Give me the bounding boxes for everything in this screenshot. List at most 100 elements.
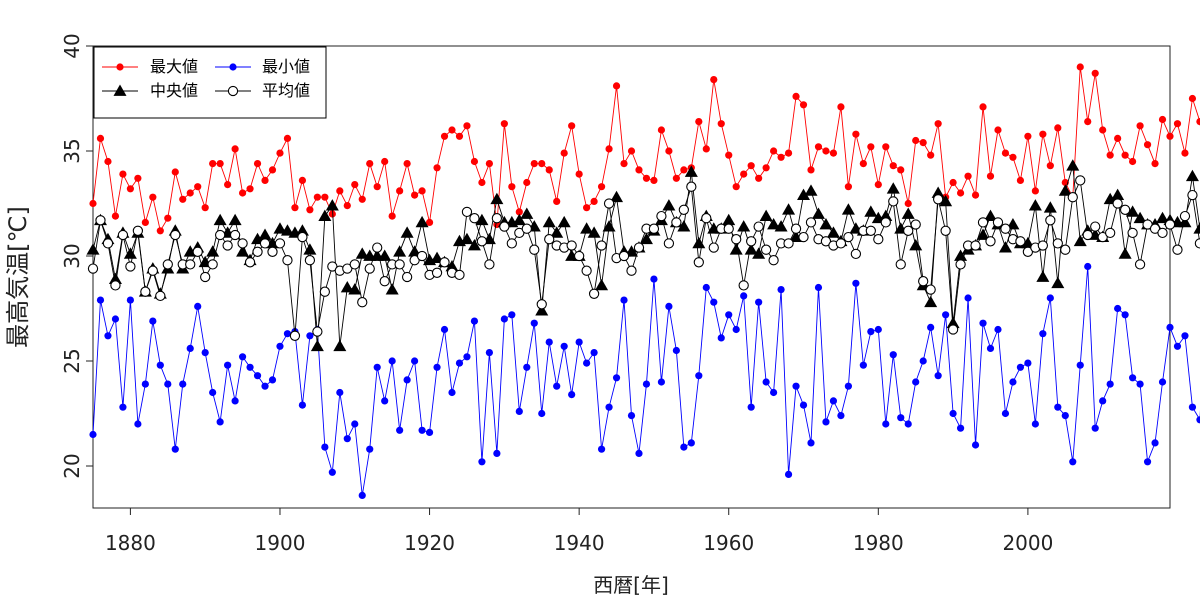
series-3-point: [267, 246, 278, 257]
series-3-point: [768, 255, 779, 266]
series-0-point: [657, 126, 666, 134]
series-0-point: [874, 181, 882, 189]
series-0-point: [620, 160, 628, 168]
series-1-point: [672, 346, 680, 355]
series-0-point: [665, 147, 673, 155]
series-2-point: [737, 220, 751, 232]
series-1-point: [261, 382, 269, 390]
series-1-point: [1173, 342, 1182, 350]
series-0-point: [179, 195, 187, 203]
series-0-point: [291, 204, 299, 212]
series-3-point: [416, 250, 428, 262]
series-2-point: [1178, 215, 1192, 228]
series-2-point: [1051, 276, 1065, 289]
series-1-point: [455, 359, 464, 367]
series-2-point: [1156, 211, 1170, 224]
series-2-point: [864, 205, 878, 217]
series-0-point: [979, 103, 987, 111]
series-3-point: [686, 181, 697, 192]
series-0-point: [650, 176, 658, 184]
series-1-point: [553, 382, 561, 390]
series-1-point: [440, 325, 449, 334]
series-1-point: [545, 338, 553, 346]
series-0-point: [96, 134, 105, 142]
y-tick-label: 40: [60, 33, 84, 58]
series-2-point: [759, 209, 773, 221]
series-1-point: [986, 344, 995, 352]
series-0-point: [156, 227, 164, 235]
series-1-point: [351, 420, 359, 428]
series-0-point: [837, 103, 845, 111]
series-0-point: [478, 178, 486, 187]
series-1-point: [642, 380, 651, 388]
series-1-point: [201, 349, 209, 357]
series-1-point: [568, 391, 576, 399]
series-1-point: [209, 388, 217, 397]
series-0-point: [859, 160, 867, 168]
series-0-point: [440, 132, 449, 140]
series-1-point: [298, 401, 307, 409]
series-3-point: [125, 261, 136, 272]
series-0-point: [829, 149, 838, 157]
series-3-point: [364, 263, 375, 274]
series-1-point: [844, 382, 852, 390]
series-0-point: [755, 174, 763, 182]
series-1-point: [807, 439, 815, 447]
series-1-point: [874, 325, 882, 334]
legend-label: 平均値: [262, 81, 310, 100]
series-1-point: [956, 424, 965, 432]
series-3-point: [297, 231, 308, 243]
series-0-point: [89, 199, 97, 208]
x-axis: 1880 1900 1920 1940 1960 1980 2000: [105, 508, 1053, 555]
series-1-point: [1099, 397, 1107, 405]
series-1-point: [605, 403, 613, 411]
series-3-point: [469, 213, 480, 224]
series-1-point: [859, 361, 867, 369]
series-1-point: [889, 351, 897, 359]
legend-label: 中央値: [150, 81, 198, 100]
series-0-point: [298, 176, 307, 184]
series-0-point: [306, 206, 314, 214]
series-2-point: [692, 236, 706, 249]
series-3-point: [977, 217, 989, 228]
y-tick-label: 30: [60, 243, 84, 268]
series-2-point: [333, 339, 347, 352]
series-2-point: [1073, 234, 1087, 247]
series-3-point: [940, 225, 951, 236]
series-3-point: [566, 240, 577, 251]
series-3-point: [140, 286, 151, 297]
series-1-point: [1016, 363, 1025, 371]
series-2-point: [550, 226, 564, 238]
series-0-point: [321, 193, 329, 201]
series-3-point: [87, 263, 99, 274]
series-0-point: [1166, 132, 1174, 140]
legend-marker: [116, 63, 124, 71]
series-0-point: [351, 181, 359, 189]
series-0-point: [956, 189, 965, 197]
series-3-point: [102, 238, 114, 249]
series-0-point: [553, 197, 561, 205]
series-1-point: [792, 382, 800, 390]
series-3-point: [708, 242, 719, 253]
series-3-point: [903, 225, 914, 236]
series-0-point: [1106, 151, 1114, 159]
series-2-point: [303, 243, 317, 255]
series-1-point: [156, 361, 164, 369]
series-3-point: [214, 229, 226, 241]
series-1-point: [1136, 380, 1144, 388]
series-0-point: [1076, 63, 1084, 71]
series-2-point: [1028, 199, 1042, 211]
series-3-point: [947, 324, 959, 335]
series-0-point: [216, 160, 224, 168]
series-0-point: [814, 143, 823, 151]
series-2-point: [393, 245, 407, 257]
series-1-point: [179, 380, 187, 388]
series-3-point: [117, 229, 129, 241]
y-tick-label: 20: [60, 453, 84, 478]
series-0-point: [927, 151, 935, 159]
series-1-point: [216, 418, 224, 426]
series-2-point: [1133, 211, 1147, 224]
series-0-point: [209, 160, 217, 168]
series-1-point: [777, 286, 785, 294]
series-1-point: [403, 376, 411, 384]
